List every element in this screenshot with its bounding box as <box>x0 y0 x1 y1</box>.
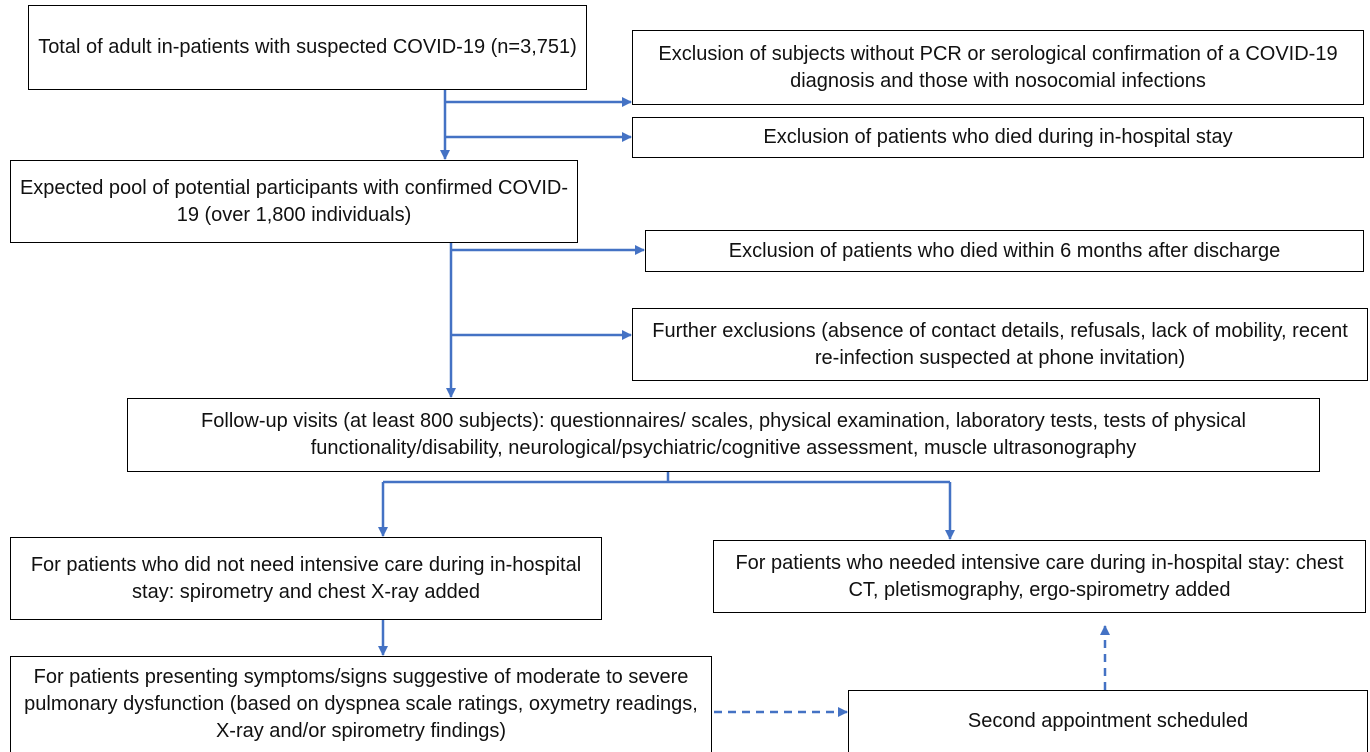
box: Second appointment scheduled <box>848 690 1368 752</box>
box: Exclusion of patients who died during in… <box>632 117 1364 158</box>
box: Expected pool of potential participants … <box>10 160 578 243</box>
box: For patients who needed intensive care d… <box>713 540 1366 613</box>
box: Exclusion of subjects without PCR or ser… <box>632 30 1364 105</box>
box: For patients who did not need intensive … <box>10 537 602 620</box>
box: Total of adult in-patients with suspecte… <box>28 5 587 90</box>
box: Follow-up visits (at least 800 subjects)… <box>127 398 1320 472</box>
box: Further exclusions (absence of contact d… <box>632 308 1368 381</box>
box: Exclusion of patients who died within 6 … <box>645 230 1364 272</box>
box: For patients presenting symptoms/signs s… <box>10 656 712 752</box>
